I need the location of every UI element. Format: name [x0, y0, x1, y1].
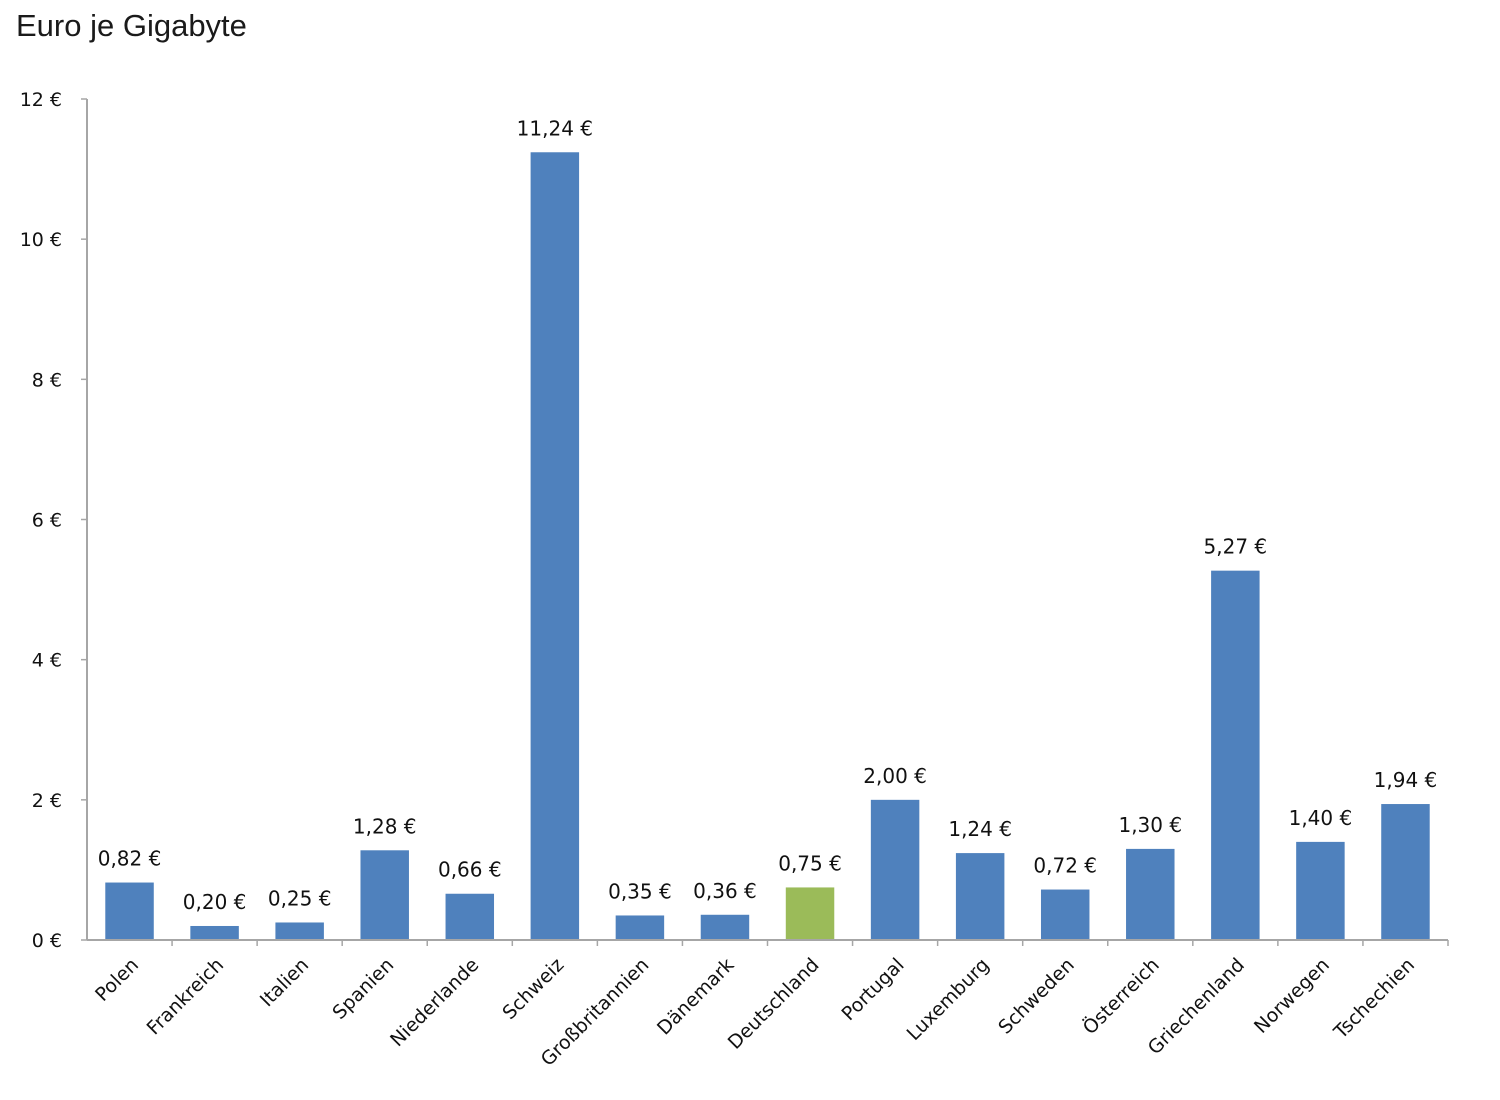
- category-label-10: Luxemburg: [903, 954, 994, 1045]
- data-label-11: 0,72 €: [1033, 854, 1097, 878]
- bar-10: [955, 853, 1005, 940]
- y-tick-label: 0 €: [32, 930, 62, 952]
- bar-2: [275, 922, 324, 940]
- category-label-0: Polen: [91, 954, 143, 1006]
- y-tick-label: 12 €: [20, 89, 62, 111]
- data-label-2: 0,25 €: [268, 886, 332, 910]
- x-axis: Polen Frankreich Italien SpanienNiederlande…: [87, 939, 1449, 1071]
- y-tick-label: 6 €: [32, 510, 62, 532]
- chart-title: Euro je Gigabyte: [16, 8, 247, 43]
- data-label-0: 0,82 €: [98, 847, 162, 871]
- y-tick-label: 10 €: [20, 229, 62, 251]
- bar-9: [870, 799, 920, 940]
- category-label-11: Schweden: [994, 954, 1079, 1039]
- data-label-5: 11,24 €: [517, 116, 593, 140]
- category-label-2: Italien: [256, 954, 313, 1011]
- category-label-7: Dänemark: [653, 954, 739, 1040]
- category-label-5: Schweiz: [498, 954, 568, 1024]
- bar-15: [1381, 804, 1430, 940]
- data-label-6: 0,35 €: [608, 879, 672, 903]
- data-label-7: 0,36 €: [693, 879, 757, 903]
- category-label-1: Frankreich: [143, 954, 228, 1039]
- bar-3: [360, 850, 409, 940]
- bar-12: [1126, 848, 1175, 940]
- category-label-12: Österreich: [1078, 953, 1164, 1039]
- bar-7: [700, 914, 750, 940]
- y-tick-label: 2 €: [32, 790, 62, 812]
- category-label-9: Portugal: [837, 954, 908, 1025]
- category-label-3: Spanien: [328, 954, 398, 1024]
- y-tick-label: 8 €: [32, 369, 62, 391]
- bars: 0,82 € 0,20 € 0,25 € 1,28 € 0,66 € 11,24 € 0,3…: [98, 116, 1438, 941]
- bar-5: [530, 152, 580, 941]
- y-axis: 0 € 2 € 4 € 6 € 8 € 10 € 12 €: [20, 89, 88, 952]
- data-label-14: 1,40 €: [1289, 806, 1353, 830]
- data-label-9: 2,00 €: [863, 764, 927, 788]
- bar-4: [445, 893, 495, 940]
- data-label-12: 1,30 €: [1118, 813, 1182, 837]
- bar-11: [1040, 889, 1090, 940]
- category-label-8: Deutschland: [724, 954, 824, 1054]
- data-label-10: 1,24 €: [948, 817, 1012, 841]
- category-label-14: Norwegen: [1250, 954, 1334, 1038]
- data-label-8: 0,75 €: [778, 851, 842, 875]
- y-tick-label: 4 €: [32, 650, 62, 672]
- bar-6: [615, 915, 665, 940]
- data-label-15: 1,94 €: [1374, 768, 1438, 792]
- bar-0: [105, 882, 154, 940]
- data-label-4: 0,66 €: [438, 858, 502, 882]
- data-label-13: 5,27 €: [1204, 535, 1268, 559]
- bar-14: [1296, 841, 1345, 940]
- bar-8: [785, 887, 835, 940]
- category-label-4: Niederlande: [386, 954, 483, 1051]
- data-label-3: 1,28 €: [353, 814, 417, 838]
- data-label-1: 0,20 €: [183, 890, 247, 914]
- bar-13: [1211, 570, 1260, 940]
- bar-1: [190, 925, 239, 940]
- category-label-15: Tschechien: [1329, 954, 1419, 1044]
